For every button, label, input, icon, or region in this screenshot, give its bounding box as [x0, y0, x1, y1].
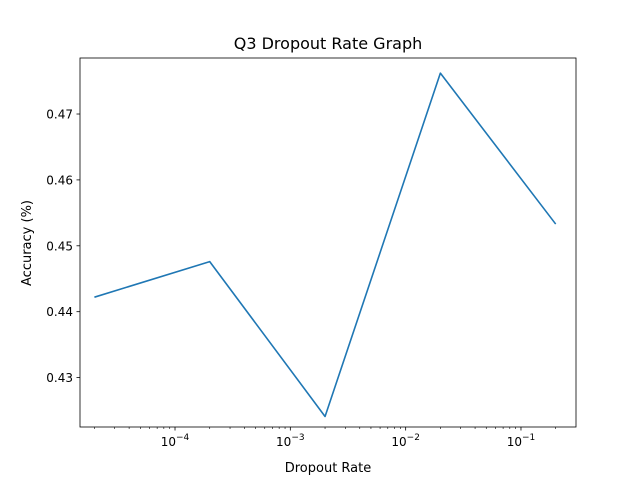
y-tick-label: 0.45: [46, 239, 73, 253]
y-axis-label: Accuracy (%): [20, 200, 35, 286]
series-line-0: [94, 72, 557, 418]
y-tick-label: 0.47: [46, 108, 73, 122]
y-tick-label: 0.44: [46, 305, 73, 319]
axes-frame: [79, 57, 577, 428]
x-tick-label: 10−4: [161, 433, 190, 449]
y-tick-label: 0.46: [46, 173, 73, 187]
plot-area: 10−4 10−3 10−2 10−1 0.43 0.44 0.45 0.46 0.47: [46, 57, 577, 449]
y-tick-label: 0.43: [46, 371, 73, 385]
x-axis-label: Dropout Rate: [285, 461, 372, 476]
x-tick-label: 10−3: [276, 433, 305, 449]
x-tick-label: 10−1: [507, 433, 536, 449]
x-tick-label: 10−2: [391, 433, 420, 449]
chart-title: Q3 Dropout Rate Graph: [234, 34, 423, 53]
